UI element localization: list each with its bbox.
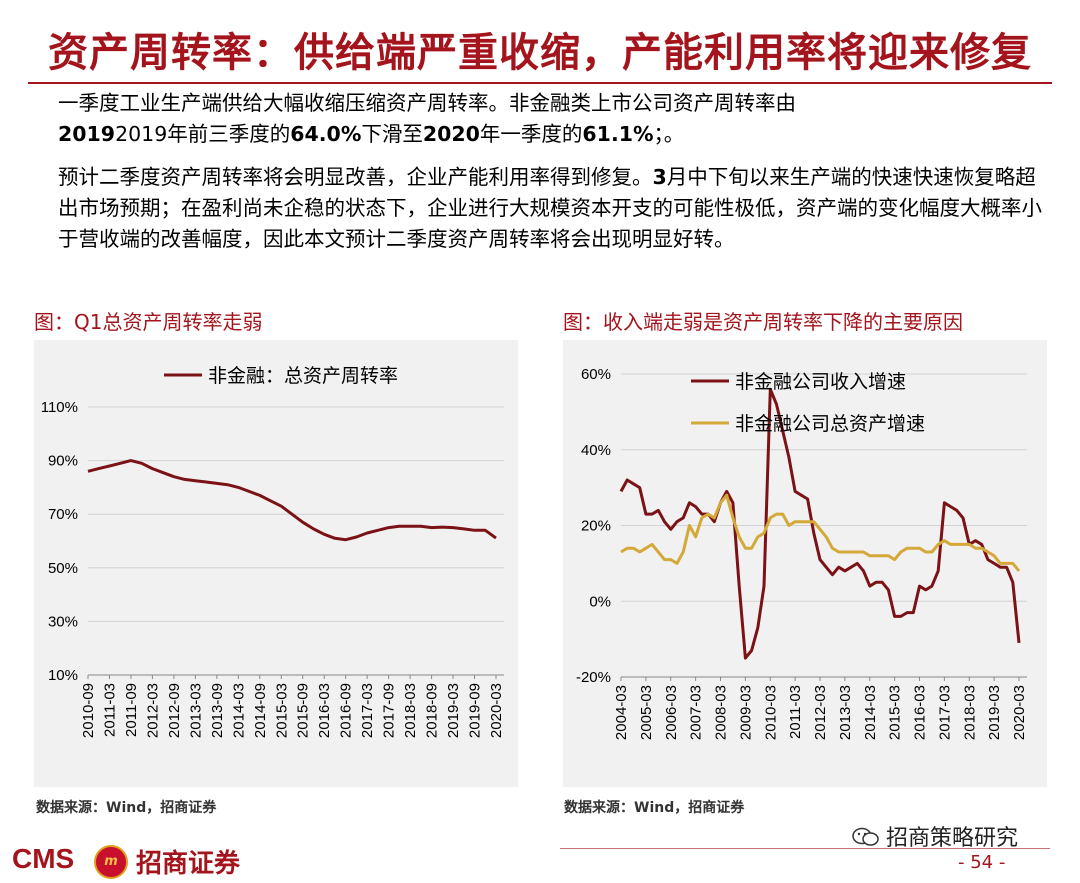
x-tick-label: 2017-09 [381, 683, 398, 738]
paragraph-1-year-2: 2020 [422, 122, 480, 146]
paragraph-2-bold: 3 [652, 165, 667, 189]
wechat-account: 招商策略研究 [852, 820, 1018, 852]
y-tick-label: 30% [48, 613, 78, 630]
y-tick-label: 0% [589, 593, 611, 610]
y-tick-label: 50% [48, 560, 78, 577]
paragraph-1-value-2: 61.1% [582, 122, 654, 146]
paragraph-1-mid: 下滑至 [361, 122, 423, 146]
y-tick-label: 60% [581, 366, 611, 383]
x-tick-label: 2012-09 [166, 683, 183, 738]
y-tick-label: 40% [581, 442, 611, 459]
x-tick-label: 2020-03 [1011, 685, 1028, 740]
x-tick-label: 2012-03 [812, 685, 829, 740]
x-tick-label: 2016-03 [912, 685, 929, 740]
paragraph-2-rest: 月中下旬以来生产端的快速快速恢复略超出市场预期；在盈利尚未企稳的状态下，企业进行… [58, 165, 1042, 251]
x-tick-label: 2004-03 [613, 685, 630, 740]
chart-1-panel: 10% 30% 50% 70% 90% 110% 2010-09 2011-03 2011-09… [34, 340, 518, 787]
x-tick-label: 2016-03 [316, 683, 333, 738]
x-tick-label: 2018-03 [402, 683, 419, 738]
x-tick-label: 2014-03 [230, 683, 247, 738]
legend-label-1: 非金融公司收入增速 [735, 371, 906, 393]
page-title: 资产周转率：供给端严重收缩，产能利用率将迎来修复 [48, 30, 1032, 76]
x-tick-label: 2013-03 [837, 685, 854, 740]
y-tick-label: 20% [581, 518, 611, 535]
x-tick-label: 2017-03 [359, 683, 376, 738]
title-divider [28, 82, 1052, 84]
x-tick-label: 2009-03 [737, 685, 754, 740]
x-tick-label: 2014-09 [252, 683, 269, 738]
x-tick-label: 2010-03 [762, 685, 779, 740]
x-tick-label: 2011-03 [101, 683, 118, 737]
logo-company-name: 招商证券 [136, 849, 241, 879]
legend-label-1: 非金融：总资产周转率 [208, 365, 398, 387]
paragraph-1-pre: 2019年前三季度的 [115, 122, 291, 146]
y-tick-label: -20% [576, 669, 611, 686]
x-tick-label: 2019-03 [986, 685, 1003, 740]
y-tick-label: 110% [41, 399, 78, 416]
paragraph-1-line-1: 一季度工业生产端供给大幅收缩压缩资产周转率。非金融类上市公司资产周转率由 [58, 91, 796, 115]
x-tick-label: 2017-03 [936, 685, 953, 740]
x-tick-label: 2015-09 [295, 683, 312, 738]
figure-1-title: 图：Q1总资产周转率走弱 [34, 310, 263, 334]
wechat-account-name: 招商策略研究 [886, 826, 1019, 851]
x-tick-label: 2018-03 [961, 685, 978, 740]
x-tick-label: 2015-03 [887, 685, 904, 740]
paragraph-2: 预计二季度资产周转率将会明显改善，企业产能利用率得到修复。3月中下旬以来生产端的… [58, 162, 1048, 255]
footer-divider [560, 848, 1050, 849]
x-tick-label: 2019-03 [445, 683, 462, 738]
y-tick-label: 90% [48, 453, 78, 470]
chart-2-panel: -20% 0% 20% 40% 60% 2004-03 2005-03 2006-03 2007… [563, 340, 1047, 787]
x-tick-label: 2005-03 [638, 685, 655, 740]
figure-2-source: 数据来源：Wind，招商证券 [564, 800, 745, 816]
paragraph-1-value-1: 64.0% [290, 122, 362, 146]
paragraph-1-mid-2: 年一季度的 [479, 122, 583, 146]
logo-cms-text: CMS [12, 843, 75, 874]
y-tick-label: 10% [48, 667, 78, 684]
page-number: - 54 - [958, 852, 1006, 873]
figure-1-source: 数据来源：Wind，招商证券 [36, 800, 217, 816]
x-tick-label: 2020-03 [488, 683, 505, 738]
logo-badge-icon: m [94, 845, 128, 879]
series-line-1 [87, 459, 497, 542]
legend-label-2: 非金融公司总资产增速 [735, 413, 925, 435]
paragraph-1-year: 2019 [58, 122, 116, 146]
x-tick-label: 2018-09 [424, 683, 441, 738]
x-tick-label: 2011-09 [123, 683, 140, 737]
x-tick-label: 2016-09 [338, 683, 355, 738]
x-tick-label: 2015-03 [273, 683, 290, 738]
x-tick-label: 2013-03 [187, 683, 204, 738]
x-tick-label: 2014-03 [862, 685, 879, 740]
x-tick-label: 2007-03 [688, 685, 705, 740]
chart-1: 10% 30% 50% 70% 90% 110% 2010-09 2011-03 2011-09… [41, 365, 505, 738]
series-line-2 [620, 493, 1021, 572]
x-tick-label: 2013-09 [209, 683, 226, 738]
y-tick-label: 70% [48, 506, 78, 523]
chart-2: -20% 0% 20% 40% 60% 2004-03 2005-03 2006-03 2007… [576, 366, 1028, 740]
x-tick-label: 2019-09 [467, 683, 484, 738]
x-tick-label: 2008-03 [713, 685, 730, 740]
wechat-icon [852, 827, 879, 846]
paragraph-1: 一季度工业生产端供给大幅收缩压缩资产周转率。非金融类上市公司资产周转率由 201… [58, 88, 1048, 150]
paragraph-2-pre: 预计二季度资产周转率将会明显改善，企业产能利用率得到修复。 [58, 165, 653, 189]
paragraph-1-end: ；。 [653, 122, 685, 146]
x-tick-label: 2006-03 [663, 685, 680, 740]
x-tick-label: 2010-09 [80, 683, 97, 738]
x-tick-label: 2012-03 [144, 683, 161, 738]
series-line-1 [619, 387, 1021, 660]
figure-2-title: 图：收入端走弱是资产周转率下降的主要原因 [563, 310, 963, 334]
x-tick-label: 2011-03 [787, 685, 804, 739]
